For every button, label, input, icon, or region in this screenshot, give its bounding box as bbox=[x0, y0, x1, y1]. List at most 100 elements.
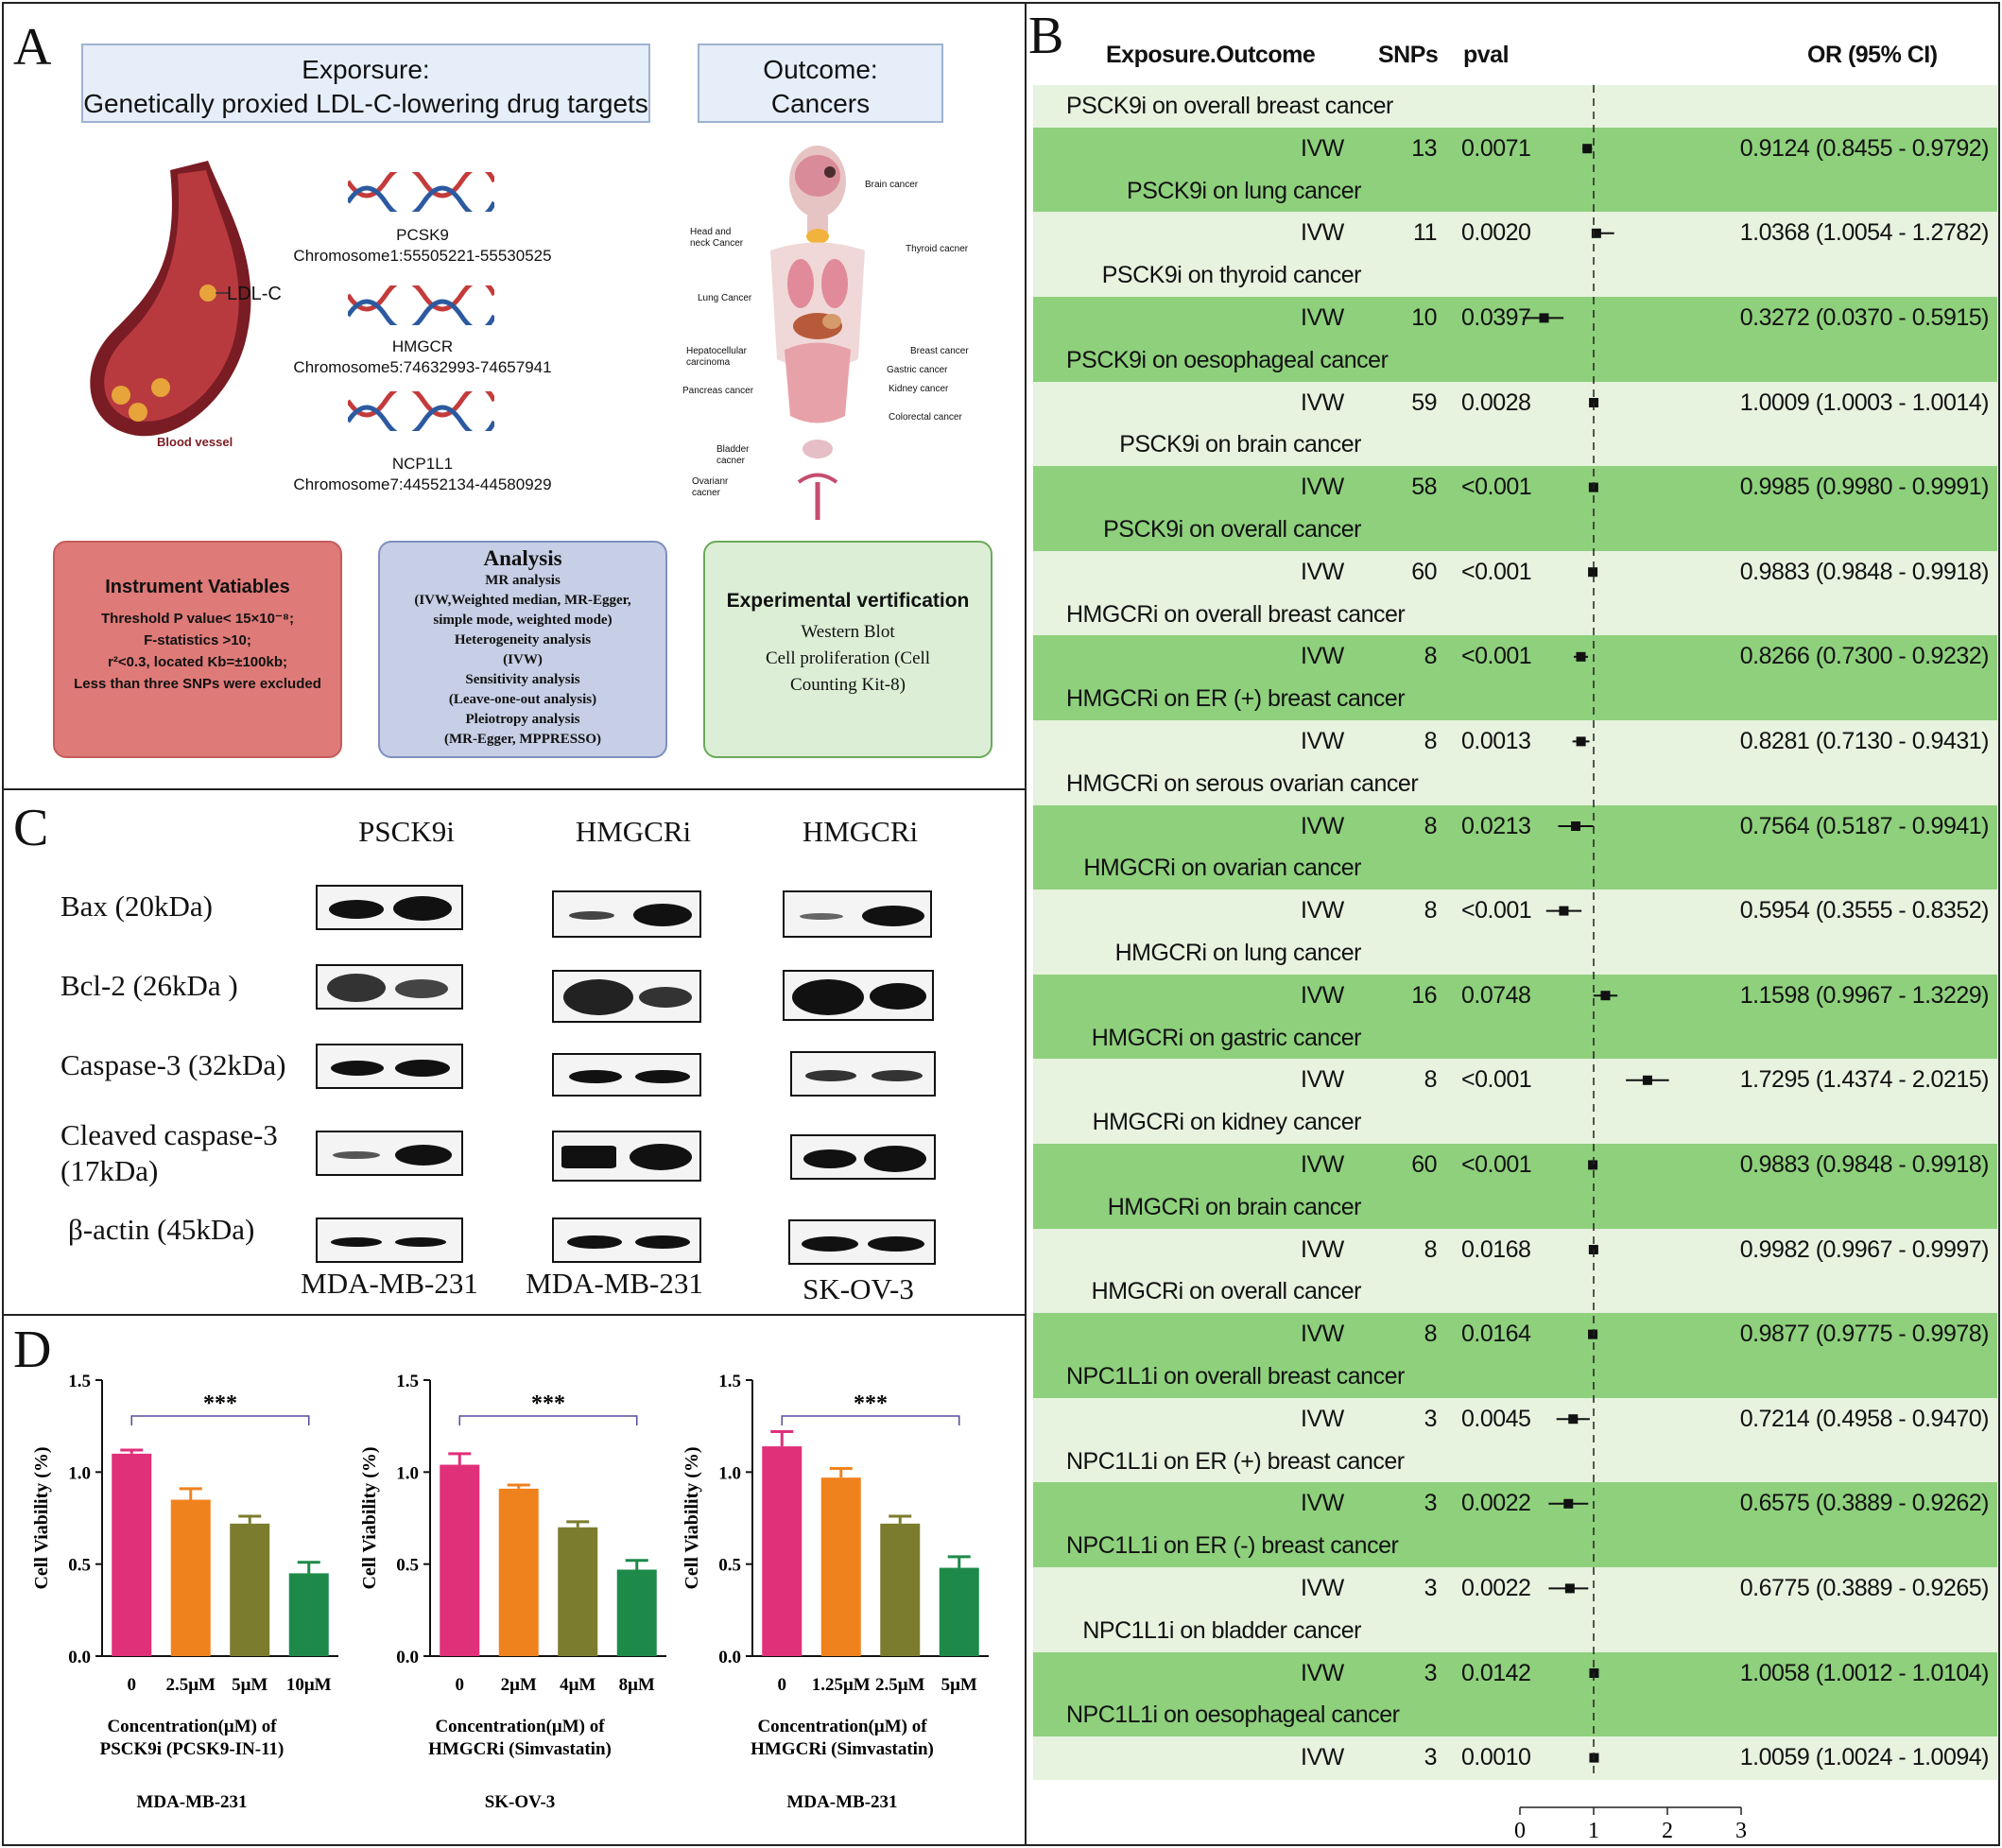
blot-band bbox=[790, 1134, 936, 1180]
exposure-box: Exporsure: Genetically proxied LDL-C-low… bbox=[81, 43, 650, 123]
human-body-illustration bbox=[770, 146, 865, 520]
forest-row-snps: 8 bbox=[1424, 897, 1438, 924]
protein-label-cleaved-caspase3: Cleaved caspase-3 bbox=[60, 1118, 278, 1151]
forest-row-method: IVW bbox=[1301, 728, 1344, 754]
organ-ovarian-label: Ovarianr cacner bbox=[692, 476, 729, 498]
forest-row-method: IVW bbox=[1301, 219, 1344, 247]
wb-column-title: PSCK9i bbox=[358, 815, 455, 848]
forest-row-method: IVW bbox=[1301, 1066, 1344, 1094]
x-axis-tick-label: 2 bbox=[1662, 1819, 1673, 1843]
or-point bbox=[1588, 567, 1598, 578]
blot-band bbox=[783, 970, 934, 1021]
exposure-title: Exporsure: bbox=[302, 55, 430, 84]
header-exposure-outcome: Exposure.Outcome bbox=[1106, 42, 1316, 68]
organ-pancreas-label: Pancreas cancer bbox=[682, 386, 754, 396]
forest-row-snps: 8 bbox=[1424, 1321, 1438, 1348]
forest-row-method: IVW bbox=[1301, 981, 1344, 1009]
cell-line-label: MDA-MB-231 bbox=[786, 1792, 897, 1812]
panel-a-letter: A bbox=[13, 18, 52, 77]
significance-label: *** bbox=[854, 1391, 888, 1416]
y-axis-label: Cell Viability (%) bbox=[682, 1446, 702, 1589]
forest-row-method: IVW bbox=[1301, 389, 1344, 416]
bar bbox=[880, 1523, 921, 1656]
forest-row-or: 0.7214 (0.4958 - 0.9470) bbox=[1739, 1405, 1990, 1432]
instrument-line: Threshold P value< 15×10⁻⁸; bbox=[101, 611, 294, 627]
analysis-line: Heterogeneity analysis bbox=[454, 632, 592, 648]
forest-row-pval: 0.0397 bbox=[1461, 304, 1531, 331]
forest-row-label: NPC1L1i on ER (+) breast cancer bbox=[1066, 1447, 1405, 1475]
forest-label-band bbox=[1033, 1525, 1997, 1568]
forest-row-label: HMGCRi on lung cancer bbox=[1114, 940, 1362, 966]
forest-row-snps: 8 bbox=[1424, 643, 1438, 670]
blot-band bbox=[552, 1218, 701, 1263]
forest-row-label: HMGCRi on brain cancer bbox=[1107, 1193, 1362, 1220]
organ-liver-label: Hepatocellular carcinoma bbox=[686, 346, 747, 368]
forest-row-method: IVW bbox=[1301, 1744, 1344, 1771]
forest-value-band bbox=[1033, 1736, 1997, 1780]
or-point bbox=[1576, 651, 1586, 662]
bar bbox=[498, 1488, 539, 1656]
forest-row-pval: 0.0164 bbox=[1461, 1321, 1531, 1348]
forest-label-band bbox=[1033, 509, 1997, 552]
forest-row-snps: 8 bbox=[1424, 728, 1438, 754]
y-axis-label: Cell Viability (%) bbox=[359, 1446, 380, 1589]
analysis-line: simple mode, weighted mode) bbox=[433, 613, 613, 628]
x-axis-tick-label: 2.5μM bbox=[166, 1675, 216, 1695]
bar bbox=[112, 1453, 152, 1656]
header-pval: pval bbox=[1463, 42, 1510, 68]
or-point bbox=[1591, 228, 1601, 238]
forest-label-band bbox=[1033, 1101, 1997, 1145]
x-axis-tick-label: 3 bbox=[1735, 1819, 1747, 1843]
forest-row-label: HMGCRi on kidney cancer bbox=[1092, 1109, 1362, 1136]
forest-row-or: 1.0058 (1.0012 - 1.0104) bbox=[1739, 1659, 1990, 1686]
or-point bbox=[1576, 736, 1586, 747]
forest-row-method: IVW bbox=[1301, 304, 1344, 331]
x-axis-tick-label: 5μM bbox=[941, 1675, 977, 1695]
or-point bbox=[1559, 906, 1569, 916]
x-axis-label: HMGCRi (Simvastatin) bbox=[751, 1739, 934, 1759]
forest-value-band bbox=[1033, 1313, 1997, 1356]
cell-line-label: MDA-MB-231 bbox=[136, 1792, 247, 1812]
gene-pcsk9: PCSK9 Chromosome1:55505221-55530525 bbox=[271, 225, 574, 267]
forest-row-pval: <0.001 bbox=[1461, 897, 1532, 924]
forest-row-label: NPC1L1i on overall breast cancer bbox=[1066, 1363, 1405, 1390]
organ-thyroid-label: Thyroid cacner bbox=[906, 244, 969, 254]
instrument-line: Less than three SNPs were excluded bbox=[74, 676, 321, 692]
forest-row-method: IVW bbox=[1301, 1235, 1344, 1263]
x-axis-tick-label: 5μM bbox=[232, 1675, 268, 1695]
forest-row-snps: 3 bbox=[1424, 1575, 1438, 1601]
forest-row-pval: 0.0022 bbox=[1461, 1490, 1531, 1517]
or-point bbox=[1564, 1583, 1575, 1594]
x-axis-tick-label: 0 bbox=[456, 1675, 465, 1695]
y-axis-tick-label: 0.5 bbox=[68, 1556, 91, 1576]
forest-label-band bbox=[1033, 1270, 1997, 1315]
y-axis-tick-label: 0.0 bbox=[396, 1648, 419, 1667]
y-axis-label: Cell Viability (%) bbox=[31, 1446, 52, 1589]
forest-row-snps: 3 bbox=[1424, 1490, 1438, 1517]
forest-row-pval: <0.001 bbox=[1461, 474, 1532, 501]
forest-value-band bbox=[1033, 127, 1997, 171]
gene-name: NCP1L1 bbox=[391, 455, 454, 473]
y-axis-tick-label: 1.5 bbox=[718, 1372, 741, 1391]
forest-value-band bbox=[1033, 466, 1997, 509]
panel-c-letter: C bbox=[13, 799, 49, 857]
forest-row-method: IVW bbox=[1301, 1321, 1344, 1348]
forest-row-or: 1.0009 (1.0003 - 1.0014) bbox=[1739, 389, 1990, 416]
blot-band bbox=[783, 890, 932, 938]
blot-band bbox=[316, 964, 463, 1010]
wb-column-title: HMGCRi bbox=[575, 815, 692, 848]
x-axis-tick-label: 8μM bbox=[619, 1675, 655, 1695]
y-axis-tick-label: 1.0 bbox=[396, 1463, 419, 1483]
forest-row-or: 0.9982 (0.9967 - 0.9997) bbox=[1739, 1235, 1990, 1263]
x-axis-tick-label: 2μM bbox=[501, 1675, 537, 1695]
y-axis-tick-label: 0.0 bbox=[68, 1648, 91, 1667]
forest-row-snps: 10 bbox=[1411, 304, 1437, 331]
forest-row-or: 1.0368 (1.0054 - 1.2782) bbox=[1739, 219, 1990, 247]
instrument-variables-box: Instrument Vatiables Threshold P value< … bbox=[53, 541, 342, 758]
cell-line-label: SK-OV-3 bbox=[803, 1272, 914, 1305]
forest-row-or: 0.9883 (0.9848 - 0.9918) bbox=[1739, 1151, 1990, 1178]
forest-label-band bbox=[1033, 593, 1997, 637]
experimental-line: Counting Kit-8) bbox=[790, 675, 906, 695]
or-point bbox=[1563, 1498, 1574, 1509]
forest-row-pval: 0.0022 bbox=[1461, 1575, 1531, 1601]
